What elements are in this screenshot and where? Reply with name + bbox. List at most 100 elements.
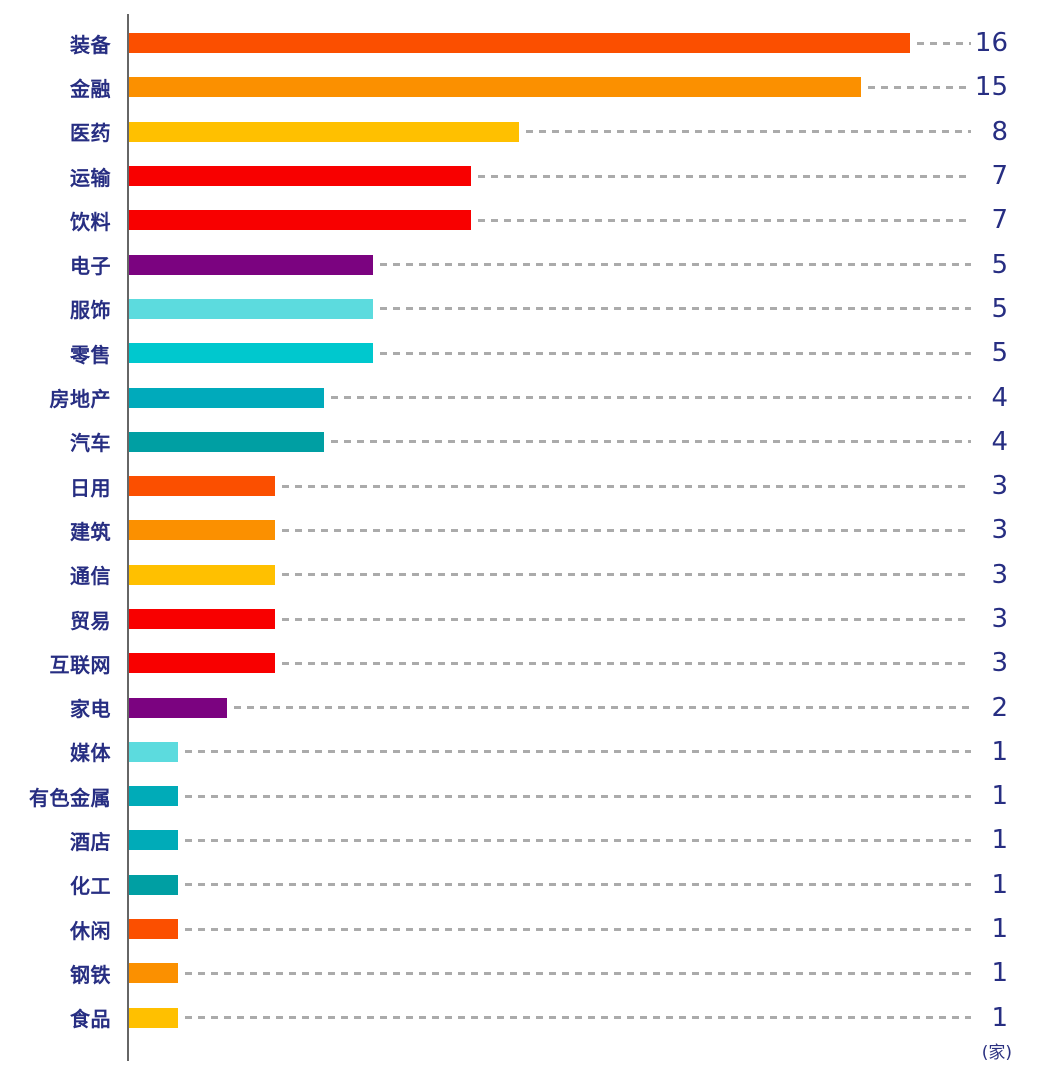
bar-row: 建筑 3 bbox=[0, 508, 1042, 552]
value-label: 16 bbox=[974, 28, 1008, 59]
leader-line bbox=[477, 218, 971, 222]
leader-line bbox=[282, 661, 971, 665]
bar bbox=[129, 1007, 178, 1028]
value-label: 3 bbox=[991, 604, 1008, 634]
bar bbox=[129, 343, 373, 364]
bar-row: 服饰 5 bbox=[0, 287, 1042, 331]
bar-row: 有色金属 1 bbox=[0, 774, 1042, 818]
bar-row: 钢铁 1 bbox=[0, 951, 1042, 995]
bar-track bbox=[129, 564, 973, 585]
category-label: 酒店 bbox=[70, 829, 111, 854]
bar-track bbox=[129, 33, 973, 54]
bar-track bbox=[129, 431, 973, 452]
category-label: 汽车 bbox=[70, 431, 111, 456]
category-label: 有色金属 bbox=[29, 785, 111, 810]
bar-track bbox=[129, 387, 973, 408]
bar-row: 饮料 7 bbox=[0, 198, 1042, 242]
bar bbox=[129, 387, 325, 408]
category-label: 贸易 bbox=[70, 608, 111, 633]
bar-row: 金融 15 bbox=[0, 65, 1042, 109]
bar-track bbox=[129, 210, 973, 231]
bar bbox=[129, 786, 178, 807]
category-label: 饮料 bbox=[70, 209, 111, 234]
category-label: 建筑 bbox=[70, 519, 111, 544]
leader-line bbox=[380, 263, 971, 267]
bar-row: 媒体 1 bbox=[0, 730, 1042, 774]
value-label: 7 bbox=[991, 205, 1008, 236]
bar-track bbox=[129, 786, 973, 807]
category-label: 钢铁 bbox=[70, 962, 111, 987]
category-label: 通信 bbox=[70, 564, 111, 589]
category-label: 服饰 bbox=[70, 298, 111, 323]
leader-line bbox=[916, 41, 971, 45]
value-label: 3 bbox=[991, 471, 1008, 502]
leader-line bbox=[477, 174, 971, 178]
bar-track bbox=[129, 298, 973, 319]
value-label: 2 bbox=[991, 692, 1008, 723]
bar-track bbox=[129, 609, 973, 629]
bar bbox=[129, 564, 276, 585]
category-label: 化工 bbox=[70, 874, 111, 899]
bar-row: 食品 1 bbox=[0, 996, 1042, 1040]
value-label: 5 bbox=[991, 338, 1008, 369]
bar-row: 医药 8 bbox=[0, 110, 1042, 154]
bar bbox=[129, 874, 178, 895]
bar bbox=[129, 121, 520, 142]
bar-track bbox=[129, 874, 973, 895]
bar bbox=[129, 476, 276, 497]
bar bbox=[129, 210, 471, 231]
category-label: 食品 bbox=[70, 1007, 111, 1032]
bar-row: 休闲 1 bbox=[0, 907, 1042, 951]
leader-line bbox=[184, 927, 971, 931]
bar bbox=[129, 166, 471, 187]
leader-line bbox=[282, 617, 971, 621]
bar-row: 零售 5 bbox=[0, 331, 1042, 375]
value-label: 5 bbox=[991, 249, 1008, 280]
leader-line bbox=[282, 528, 971, 532]
bar bbox=[129, 33, 910, 54]
value-label: 3 bbox=[991, 559, 1008, 590]
value-label: 4 bbox=[991, 426, 1008, 457]
leader-line bbox=[184, 883, 971, 887]
leader-line bbox=[868, 85, 971, 89]
leader-line bbox=[380, 351, 971, 355]
value-label: 1 bbox=[991, 914, 1008, 945]
bar bbox=[129, 298, 373, 319]
category-label: 零售 bbox=[70, 342, 111, 367]
bar-row: 家电 2 bbox=[0, 685, 1042, 729]
leader-line bbox=[282, 484, 971, 488]
bar-track bbox=[129, 343, 973, 364]
leader-line bbox=[233, 706, 971, 710]
bar-row: 贸易 3 bbox=[0, 597, 1042, 641]
bar-track bbox=[129, 121, 973, 142]
bar bbox=[129, 653, 276, 674]
bar-track bbox=[129, 1007, 973, 1028]
unit-label: (家) bbox=[981, 1043, 1012, 1063]
value-label: 3 bbox=[991, 648, 1008, 679]
bar bbox=[129, 741, 178, 762]
bar-track bbox=[129, 254, 973, 275]
bar-row: 互联网 3 bbox=[0, 641, 1042, 685]
bar bbox=[129, 919, 178, 940]
value-label: 1 bbox=[991, 825, 1008, 856]
bar-row: 运输 7 bbox=[0, 154, 1042, 198]
leader-line bbox=[282, 573, 971, 577]
bar bbox=[129, 963, 178, 984]
y-axis-line bbox=[127, 14, 129, 1061]
bar bbox=[129, 431, 325, 452]
bar bbox=[129, 520, 276, 541]
bar-track bbox=[129, 963, 973, 984]
bar-track bbox=[129, 476, 973, 497]
bar-track bbox=[129, 697, 973, 718]
leader-line bbox=[331, 396, 971, 400]
category-label: 媒体 bbox=[70, 741, 111, 766]
bar-track bbox=[129, 653, 973, 674]
bar-row: 酒店 1 bbox=[0, 818, 1042, 862]
leader-line bbox=[331, 440, 971, 444]
bar bbox=[129, 77, 861, 98]
category-label: 家电 bbox=[70, 697, 111, 722]
leader-line bbox=[380, 307, 971, 311]
category-label: 房地产 bbox=[49, 387, 111, 412]
bar-row: 电子 5 bbox=[0, 242, 1042, 286]
category-label: 运输 bbox=[70, 165, 111, 190]
